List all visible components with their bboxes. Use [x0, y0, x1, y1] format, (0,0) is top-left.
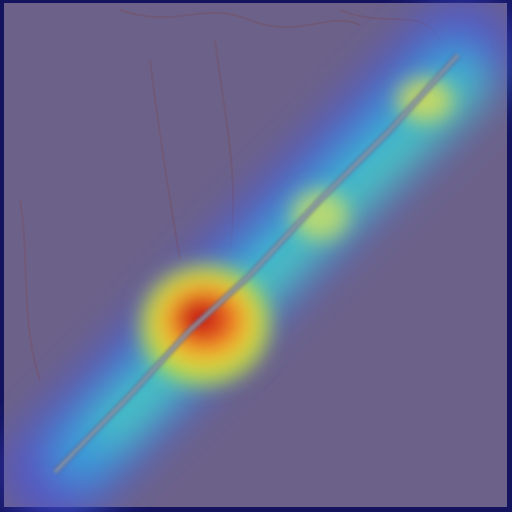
crack	[52, 52, 461, 475]
